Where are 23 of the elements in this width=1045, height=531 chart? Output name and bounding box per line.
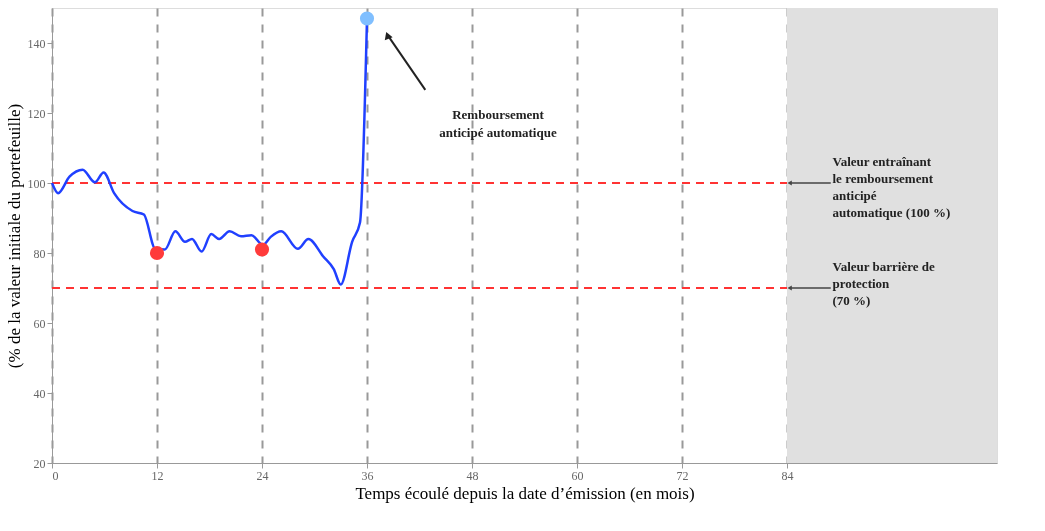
point (359, 11, 375, 26)
x-tick-label: 60 (571, 468, 584, 483)
y-tick-label: 80 (33, 246, 46, 261)
y-tick-label: 100 (27, 176, 46, 191)
point (254, 242, 270, 257)
x-tick-label: 24 (256, 468, 269, 483)
point (149, 245, 165, 261)
y-tick-label: 140 (27, 36, 46, 51)
annotation: Remboursement anticipé automatique (439, 106, 557, 140)
x-tick-label: 12 (151, 468, 164, 483)
ref-line-label: Valeur entraînant le remboursement anticipé automatique (100 %) (832, 154, 951, 220)
x-tick-label: 48 (466, 468, 479, 483)
x-axis-title: Temps écoulé depuis la date d’émission (en mois) (355, 483, 695, 503)
ref-line-label: Valeur barrière de protection (70 %) (832, 259, 936, 308)
y-tick-label: 120 (27, 106, 46, 121)
y-axis-title: (% de la valeur initiale du portefeuille) (4, 103, 24, 369)
y-tick-label: 20 (33, 456, 46, 471)
x-tick-label: 84 (781, 468, 794, 483)
x-tick-label: 72 (676, 468, 689, 483)
y-tick-label: 40 (33, 386, 46, 401)
x-tick-label: 0 (52, 468, 59, 483)
x-tick-label: 36 (361, 468, 374, 483)
y-tick-label: 60 (33, 316, 46, 331)
